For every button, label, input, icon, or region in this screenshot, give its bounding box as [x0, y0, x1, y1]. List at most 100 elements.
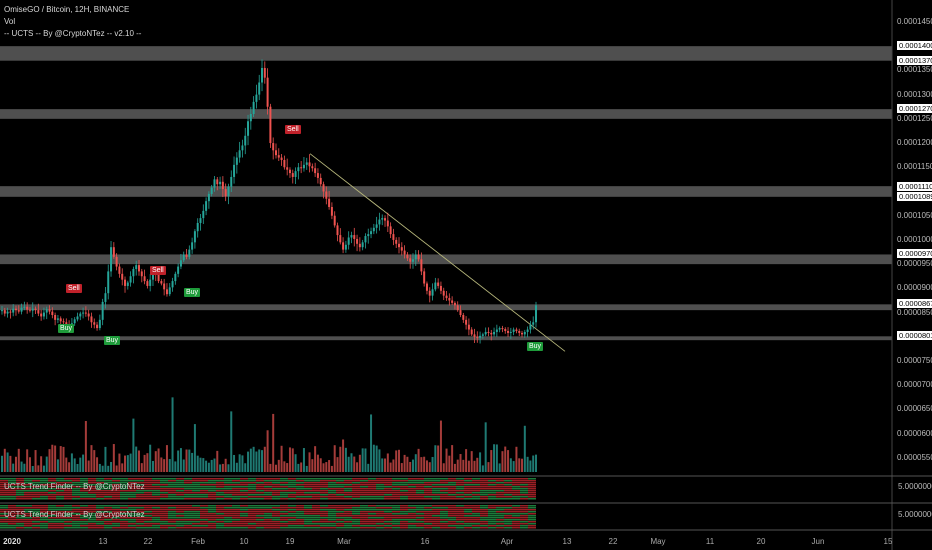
trend-finder-bar [472, 511, 480, 513]
time-tick: 2020 [3, 537, 21, 546]
trend-finder-bar [32, 478, 40, 480]
trend-finder-bar [408, 521, 416, 523]
candle-body [126, 282, 129, 286]
trend-finder-bar [216, 519, 224, 521]
trend-finder-bar [184, 490, 192, 492]
trend-finder-bar [504, 486, 512, 488]
trend-finder-bar [96, 517, 104, 519]
trend-finder-bar [152, 494, 160, 496]
trend-finder-bar [88, 494, 96, 496]
trend-finder-bar [424, 498, 432, 500]
trend-finder-bar [512, 515, 520, 517]
trend-finder-bar [184, 492, 192, 494]
volume-bar [518, 458, 521, 472]
trend-finder-bar [472, 496, 480, 498]
trend-finder-bar [152, 521, 160, 523]
trend-finder-bar [88, 515, 96, 517]
volume-bar [398, 449, 401, 472]
trend-finder-bar [504, 527, 512, 529]
trend-finder-bar [456, 521, 464, 523]
trend-finder-bar [328, 527, 336, 529]
trend-finder-bar [184, 482, 192, 484]
trend-finder-bar [176, 486, 184, 488]
trend-finder-bar [112, 521, 120, 523]
trend-finder-bar [0, 482, 8, 484]
trend-finder-bar [424, 513, 432, 515]
trend-finder-bar [448, 498, 456, 500]
trend-finder-bar [272, 496, 280, 498]
trend-finder-bar [56, 521, 64, 523]
trend-finder-bar [80, 496, 88, 498]
volume-bar [333, 445, 336, 472]
trend-finder-bar [64, 488, 72, 490]
trend-finder-bar [96, 498, 104, 500]
trend-finder-bar [168, 490, 176, 492]
volume-bar [364, 448, 367, 472]
trend-finder-bar [40, 515, 48, 517]
trend-finder-bar [64, 523, 72, 525]
trend-finder-bar [328, 525, 336, 527]
trend-finder-bar [432, 490, 440, 492]
trend-finder-bar [272, 480, 280, 482]
volume-bar [308, 452, 311, 472]
trend-finder-bar [296, 523, 304, 525]
trend-finder-bar [176, 519, 184, 521]
trend-finder-bar [64, 521, 72, 523]
trend-finder-bar [336, 511, 344, 513]
volume-bar [451, 445, 454, 472]
trend-finder-bar [448, 490, 456, 492]
trend-finder-bar [456, 511, 464, 513]
trend-finder-bar [464, 525, 472, 527]
trend-finder-bar [160, 517, 168, 519]
trend-finder-bar [56, 509, 64, 511]
trend-finder-bar [336, 498, 344, 500]
volume-bar [342, 439, 345, 472]
trend-finder-bar [24, 488, 32, 490]
volume-bar [115, 465, 118, 472]
trend-finder-bar [72, 486, 80, 488]
trend-finder-bar [384, 498, 392, 500]
trend-finder-bar [208, 525, 216, 527]
trend-finder-bar [136, 486, 144, 488]
trend-finder-bar [440, 488, 448, 490]
volume-bar [456, 459, 459, 472]
trend-finder-bar [320, 488, 328, 490]
trend-finder-bar [136, 496, 144, 498]
trend-finder-bar [424, 480, 432, 482]
candle-body [235, 157, 238, 165]
trend-finder-bar [344, 494, 352, 496]
trend-finder-bar [56, 484, 64, 486]
trend-finder-bar [112, 505, 120, 507]
trend-finder-bar [520, 517, 528, 519]
trend-finder-bar [360, 482, 368, 484]
trend-finder-bar [336, 488, 344, 490]
volume-bar [512, 461, 515, 472]
volume-bar [302, 448, 305, 472]
trend-finder-bar [408, 492, 416, 494]
trend-finder-bar [272, 523, 280, 525]
volume-bar [45, 456, 48, 472]
trend-finder-bar [288, 511, 296, 513]
trend-finder-bar [368, 490, 376, 492]
trend-finder-bar [480, 523, 488, 525]
candle-body [308, 162, 311, 167]
trend-finder-bar [360, 519, 368, 521]
trend-finder-bar [264, 521, 272, 523]
trend-finder-bar [168, 513, 176, 515]
trend-finder-bar [24, 521, 32, 523]
volume-bar [515, 446, 518, 472]
volume-bar [56, 459, 59, 472]
trend-finder-bar [280, 519, 288, 521]
trend-finder-bar [288, 505, 296, 507]
trend-finder-bar [456, 525, 464, 527]
volume-bar [84, 421, 87, 472]
trend-finder-bar [40, 523, 48, 525]
trend-finder-bar [480, 509, 488, 511]
candle-body [316, 173, 319, 178]
trend-finder-bar [184, 496, 192, 498]
trend-finder-bar [0, 515, 8, 517]
trend-finder-bar [216, 496, 224, 498]
candle-body [459, 310, 462, 315]
trend-finder-bar [144, 521, 152, 523]
